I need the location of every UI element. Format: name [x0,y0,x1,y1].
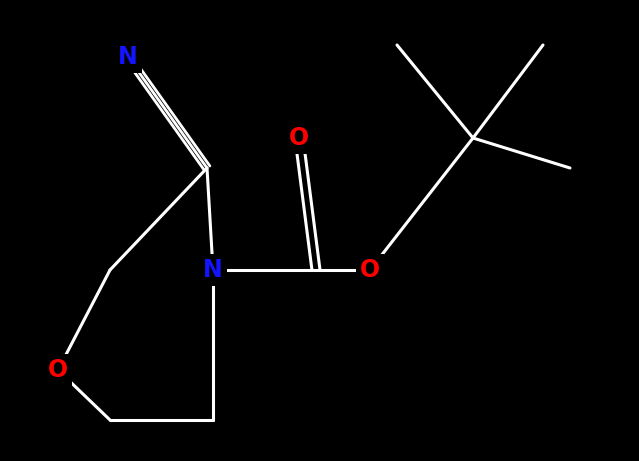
Text: N: N [203,258,223,282]
Text: N: N [118,45,138,69]
Text: O: O [48,358,68,382]
Text: O: O [360,258,380,282]
Text: O: O [289,126,309,150]
